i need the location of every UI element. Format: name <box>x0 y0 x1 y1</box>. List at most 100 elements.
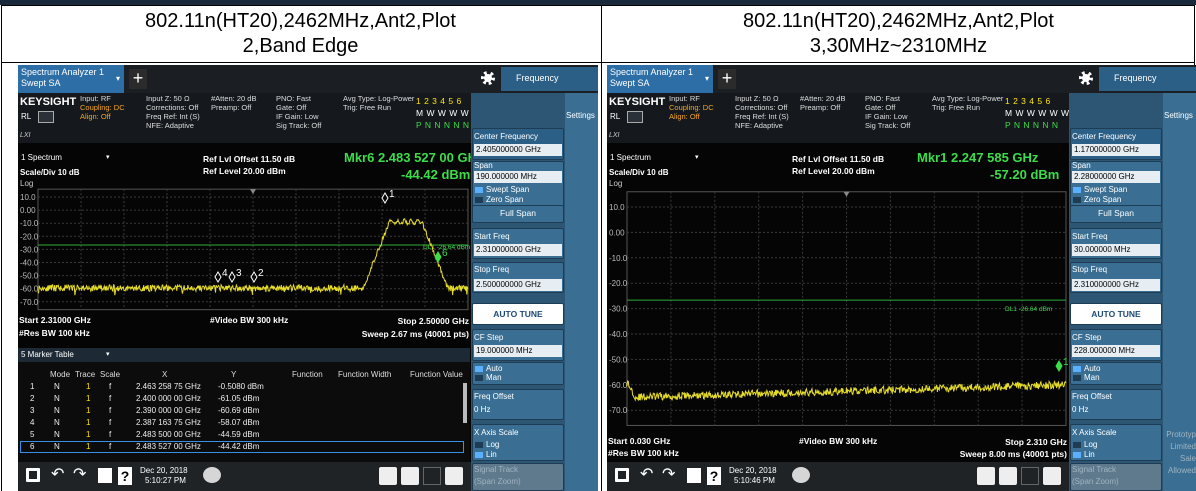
mode-button <box>501 67 598 91</box>
vbw-label: #Video BW 300 kHz <box>210 315 289 326</box>
ref-offset: Ref Lvl Offset 11.50 dB <box>203 154 296 165</box>
y-axis-label: -50.0 <box>609 355 628 364</box>
marker-label: 6 <box>442 248 448 259</box>
softkey <box>1070 389 1162 420</box>
softkey-option: Lin <box>1084 449 1095 459</box>
softkey-label: Center Frequency <box>474 131 539 141</box>
info-field: Trig: Free Run <box>932 102 981 112</box>
info-field: IF Gain: Low <box>276 111 319 121</box>
tool-icon <box>1043 467 1061 485</box>
rbw-label: #Res BW 100 kHz <box>19 328 90 339</box>
column-header: Y <box>231 369 237 379</box>
trace <box>626 379 1067 402</box>
column-header: Function <box>292 369 323 379</box>
window-selector: 1 Spectrum <box>610 152 651 162</box>
status-bubble <box>203 467 221 483</box>
softkey-label: Signal Track <box>474 464 519 474</box>
window-icon <box>98 468 112 483</box>
softkey-option: Swept Span <box>1084 184 1128 194</box>
add-tab-button: + <box>718 69 736 89</box>
softkey <box>472 303 564 325</box>
info-field: Align: Off <box>669 111 700 121</box>
table-cell: -61.05 dBm <box>218 393 260 403</box>
tab-subtitle: Swept SA <box>610 78 650 89</box>
spectrum-plot: 10.0 0.00 -10.0 -20.0 -30.0 -40.0 -50.0 -60.0 -7… <box>20 188 470 311</box>
radio-indicator <box>1073 442 1081 448</box>
radio-indicator <box>1073 197 1081 203</box>
rbw-label: #Res BW 100 kHz <box>608 448 679 459</box>
rl-label: RL <box>21 111 32 121</box>
marker-diamond <box>434 251 442 263</box>
softkey <box>1070 303 1162 325</box>
softkey-label: Stop Freq <box>1072 264 1108 274</box>
mode-button <box>1099 67 1196 91</box>
info-field: Align: Off <box>80 111 111 121</box>
softkey-label: AUTO TUNE <box>493 309 543 319</box>
undo-icon: ↶ <box>51 466 65 484</box>
marker-readout: Mkr6 2.483 527 00 GHz <box>344 149 484 165</box>
y-axis-label: 0.00 <box>609 228 625 237</box>
radio-indicator <box>1073 375 1081 381</box>
table-cell: -44.42 dBm <box>218 441 260 451</box>
table-arrow: ▾ <box>106 351 110 359</box>
column-header: Scale <box>100 369 121 379</box>
tab-title: Spectrum Analyzer 1 <box>21 67 105 78</box>
info-field: Input: RF <box>669 93 700 103</box>
value-field <box>1072 244 1160 256</box>
table-cell: 2.390 000 00 GHz <box>136 405 201 415</box>
softkey-label: Span <box>1072 160 1091 170</box>
softkey-value: 228.000000 MHz <box>1074 345 1135 355</box>
log-label: Log <box>20 178 34 188</box>
value-field <box>1072 144 1160 156</box>
table-cell: N <box>54 417 60 427</box>
info-bar <box>607 93 1069 143</box>
table-cell: 3 <box>30 405 35 415</box>
value-field <box>1072 171 1160 183</box>
settings-column <box>1163 93 1196 491</box>
table-cell: f <box>109 429 112 439</box>
table-scrollbar <box>463 383 467 423</box>
y-axis-label: -50.0 <box>20 272 39 281</box>
info-field: Corrections: Off <box>146 102 199 112</box>
tool-icon <box>379 467 397 485</box>
start-label: Start 2.31000 GHz <box>19 315 91 326</box>
marker-label: 3 <box>236 268 242 279</box>
column-header: Function Width <box>338 369 392 379</box>
radio-indicator <box>475 366 483 372</box>
y-axis-label: 10.0 <box>20 193 36 202</box>
table-title: 5 Marker Table <box>21 349 74 359</box>
y-axis-label: 10.0 <box>609 203 625 212</box>
y-axis-label: -20.0 <box>609 279 628 288</box>
marker-table <box>18 362 470 462</box>
softkey-value: 19.000000 MHz <box>476 345 533 355</box>
scale-label: Scale/Div 10 dB <box>609 167 669 177</box>
y-axis-label: -70.0 <box>609 406 628 415</box>
softkey-value: 1.170000000 GHz <box>1074 144 1139 154</box>
gear-icon <box>1079 71 1093 85</box>
softkey-label: Start Freq <box>1072 231 1108 241</box>
footer-time: 5:10:46 PM <box>734 476 775 485</box>
info-field: #Atten: 20 dB <box>800 93 846 103</box>
softkey-label: Signal Track <box>1072 464 1117 474</box>
window-arrow: ▾ <box>695 154 699 162</box>
radio-indicator <box>475 442 483 448</box>
y-axis-label: -10.0 <box>20 219 39 228</box>
softkey-label: CF Step <box>1072 332 1102 342</box>
softkey-label: AUTO TUNE <box>1091 309 1141 319</box>
softkey-label: Freq Offset <box>1072 391 1112 401</box>
table-cell: -44.59 dBm <box>218 429 260 439</box>
softkey-option: Man <box>1084 372 1100 382</box>
softkey-value: 2.500000000 GHz <box>476 279 541 289</box>
table-cell: f <box>109 393 112 403</box>
notice-text: Prototyp <box>1166 430 1196 439</box>
softkey-value: 30.000000 MHz <box>1074 244 1131 254</box>
tab-arrow: ▾ <box>116 73 121 83</box>
table-cell: 1 <box>86 417 91 427</box>
tool-icon <box>401 467 419 485</box>
softkey-label: 0 Hz <box>1072 404 1089 414</box>
radio-indicator <box>475 187 483 193</box>
radio-indicator <box>1073 366 1081 372</box>
table-cell: 2.387 163 75 GHz <box>136 417 201 427</box>
selected-row <box>20 441 464 453</box>
table-cell: 4 <box>30 417 35 427</box>
